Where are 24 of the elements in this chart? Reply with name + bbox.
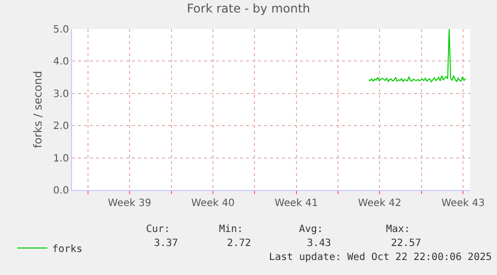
text: Min:	[219, 224, 244, 235]
text: Cur:	[146, 224, 170, 235]
y-axis-title: forks / second	[32, 70, 45, 148]
text: 2.72	[227, 238, 252, 249]
legend-label: forks	[52, 244, 82, 255]
y-tick-label: 5.0	[53, 24, 69, 36]
y-tick-label: 0.0	[53, 186, 69, 196]
x-tick-label: Week 40	[191, 198, 235, 209]
x-tick-label: Week 39	[108, 198, 152, 209]
text: Max:	[386, 224, 410, 235]
text: 22.57	[391, 238, 422, 249]
text: 3.37	[154, 238, 178, 249]
chart-title: Fork rate - by month	[186, 2, 310, 16]
y-tick-label: 2.0	[53, 121, 69, 132]
x-tick-label: Week 43	[441, 198, 485, 209]
text: Avg:	[299, 224, 324, 235]
y-tick-label: 3.0	[53, 88, 69, 100]
text: 3.43	[307, 238, 332, 249]
text: Last update: Wed Oct 22 22:00:06 2025	[269, 252, 492, 263]
line-series	[368, 29, 466, 82]
x-tick-label: Week 41	[274, 198, 318, 209]
x-tick-label: Week 42	[358, 198, 402, 209]
y-tick-label: 1.0	[53, 153, 69, 164]
y-tick-label: 4.0	[53, 56, 69, 68]
